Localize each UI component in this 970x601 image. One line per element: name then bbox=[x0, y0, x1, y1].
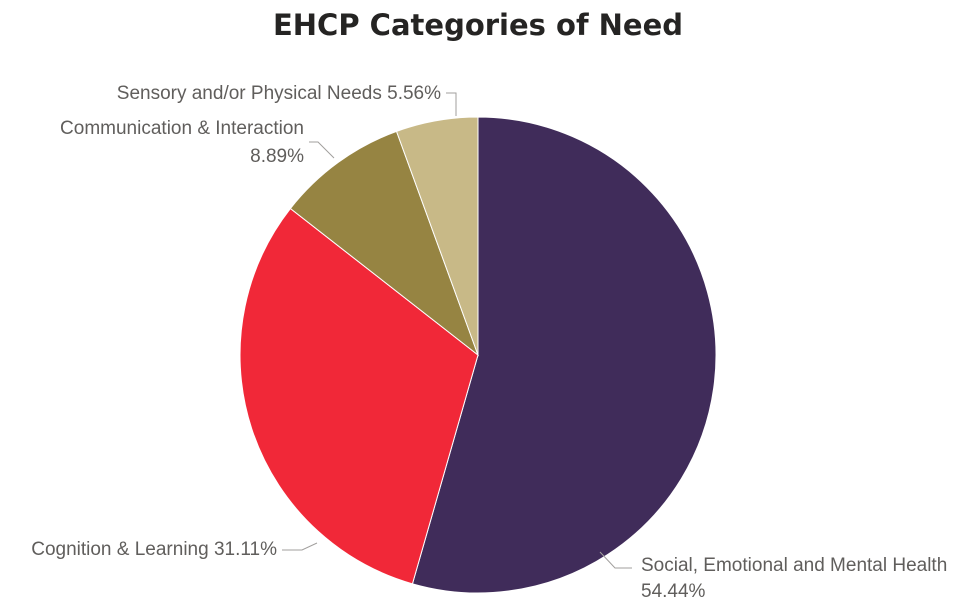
pie-slice-social-emotional-and-mental-health bbox=[411, 116, 717, 594]
slice-label-social-emotional-and-mental-health-line-2: 54.44% bbox=[641, 581, 706, 601]
leader-line-sensory-and-or-physical-needs bbox=[446, 92, 457, 116]
slice-label-communication-interaction-line-2: 8.89% bbox=[250, 146, 304, 167]
slice-label-cognition-learning: Cognition & Learning 31.11% bbox=[31, 539, 277, 560]
slice-label-sensory-and-or-physical-needs: Sensory and/or Physical Needs 5.56% bbox=[117, 83, 441, 104]
slice-label-social-emotional-and-mental-health-line-1: Social, Emotional and Mental Health bbox=[641, 555, 947, 576]
leader-lines bbox=[282, 92, 632, 569]
leader-line-communication-interaction bbox=[309, 141, 335, 159]
slice-label-communication-interaction-line-1: Communication & Interaction bbox=[60, 118, 304, 139]
slice-labels: Social, Emotional and Mental Health 54.44… bbox=[31, 83, 947, 601]
pie-slices bbox=[239, 116, 717, 594]
pie-slice-sensory-and-or-physical-needs bbox=[395, 116, 479, 356]
leader-line-cognition-learning bbox=[282, 542, 318, 551]
leader-line-social-emotional-and-mental-health bbox=[599, 551, 632, 569]
pie-slice-communication-interaction bbox=[289, 130, 480, 357]
chart-title: EHCP Categories of Need bbox=[273, 8, 683, 42]
pie-slice-cognition-learning bbox=[239, 207, 479, 585]
